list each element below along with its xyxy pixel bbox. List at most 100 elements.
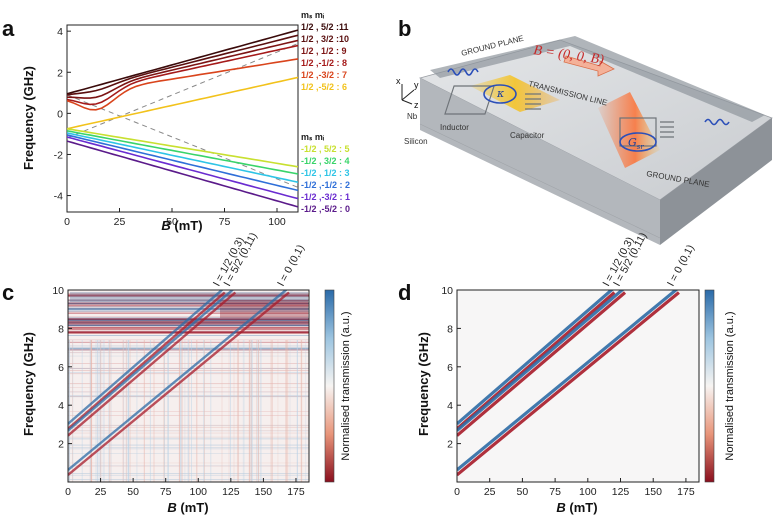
panel-a-legend-entry: -1/2 , 1/2 : 3 bbox=[301, 168, 350, 178]
resonator-2-glow bbox=[598, 92, 660, 168]
panel-ytick-label: 10 bbox=[52, 285, 64, 297]
panel-ytick-label: 6 bbox=[58, 362, 64, 374]
panel-c-noise-streak bbox=[68, 293, 309, 296]
panel-c-noise-stripe bbox=[187, 340, 189, 482]
panel-c-noise-stripe bbox=[238, 340, 240, 482]
panel-transition-red-band bbox=[457, 291, 616, 431]
panel-a-ytick-label: -4 bbox=[54, 191, 63, 203]
panel-c-noise-stripe bbox=[249, 340, 251, 482]
panel-c-noise-stripe bbox=[110, 340, 112, 482]
panel-a-ytick-label: 2 bbox=[57, 67, 63, 79]
panel-c-noise-stripe bbox=[233, 340, 235, 482]
panel-c-noise-stripe bbox=[236, 340, 238, 482]
panel-c-noise-stripe bbox=[181, 340, 183, 482]
panel-c-noise-stripe bbox=[296, 340, 298, 482]
panel-c-noise-stripe bbox=[203, 340, 205, 482]
panel-c-noise-stripe bbox=[163, 340, 165, 482]
panel-a-legend-entry: 1/2 , 5/2 :11 bbox=[301, 22, 349, 32]
panel-a-xtick-label: 100 bbox=[268, 216, 286, 228]
panel-a-xlabel: B (mT) bbox=[161, 218, 202, 233]
panel-c-noise-stripe bbox=[270, 340, 272, 482]
panel-xtick-label: 150 bbox=[644, 486, 662, 498]
resonator-1-capacitor-fingers bbox=[525, 93, 541, 110]
panel-c-noise-stripe bbox=[243, 340, 245, 482]
panel-b-device-schematic: B = (0, 0, B) GROUND PLANE GROUND PLANE … bbox=[396, 34, 773, 245]
panel-c-noise-streak bbox=[68, 349, 309, 351]
panel-c-noise-streak bbox=[68, 465, 309, 467]
chip-front-face bbox=[420, 78, 660, 245]
panel-a-series-line bbox=[67, 128, 298, 168]
panel-c-noise-streak bbox=[68, 352, 309, 354]
panel-xtick-label: 25 bbox=[95, 486, 107, 498]
panel-xtick-label: 50 bbox=[517, 486, 529, 498]
panel-c-noise-streak bbox=[68, 473, 309, 475]
panel-c-noise-streak bbox=[68, 373, 309, 375]
panel-xtick-label: 0 bbox=[454, 486, 460, 498]
panel-c-noise-stripe bbox=[289, 340, 291, 482]
panel-c-ylabel: Frequency (GHz) bbox=[21, 332, 36, 436]
panel-c-noise-stripe bbox=[99, 340, 101, 482]
panel-c-noise-streak bbox=[68, 302, 309, 303]
panel-c-noise-stripe bbox=[250, 340, 252, 482]
panel-xtick-label: 50 bbox=[127, 486, 139, 498]
panel-transition-red-band bbox=[68, 291, 237, 437]
panel-c-noise-streak bbox=[68, 447, 309, 448]
coupling-kappa-arrow bbox=[483, 84, 517, 104]
panel-a-legend-entry: -1/2 ,-5/2 : 0 bbox=[301, 204, 350, 214]
panel-c-noise-streak bbox=[68, 475, 309, 476]
resonator-2-capacitor-fingers bbox=[660, 121, 674, 138]
panel-c-noise-stripe bbox=[179, 340, 180, 482]
panel-a-legend-entry: -1/2 , 5/2 : 5 bbox=[301, 144, 350, 154]
panel-ytick-label: 2 bbox=[58, 439, 64, 451]
panel-c-noise-streak bbox=[68, 304, 309, 305]
panel-c-noise-streak bbox=[68, 424, 309, 426]
chip-side-face bbox=[660, 118, 772, 245]
panel-c-noise-streak bbox=[68, 436, 309, 438]
panel-a-series-line bbox=[67, 44, 298, 106]
axis-y-line bbox=[401, 89, 415, 101]
panel-transition-blue-band bbox=[68, 290, 235, 432]
panel-c-noise-stripe bbox=[153, 340, 155, 482]
panel-letter-b: b bbox=[398, 16, 411, 41]
panel-c-noise-streak bbox=[68, 339, 309, 341]
panel-c-noise-streak bbox=[68, 462, 309, 464]
panel-c-noise-stripe bbox=[109, 340, 110, 482]
panel-c-noise-stripe bbox=[237, 340, 239, 482]
panel-a-series-line bbox=[67, 39, 298, 99]
panel-a-ytick-label: -2 bbox=[54, 149, 63, 161]
panel-c-noise-streak bbox=[68, 437, 309, 439]
axis-z-line bbox=[401, 99, 413, 105]
panel-c-noise-streak bbox=[68, 479, 309, 480]
panel-c-noise-streak bbox=[68, 396, 309, 398]
panel-c-noise-streak bbox=[68, 383, 309, 385]
panel-c-noise-streak bbox=[68, 329, 309, 331]
panel-transition-blue-band bbox=[68, 290, 288, 471]
panel-c-noise-streak bbox=[68, 295, 309, 297]
panel-a-xtick-label: 0 bbox=[64, 216, 70, 228]
panel-a-dashed-line bbox=[67, 43, 298, 139]
axis-x-label: x bbox=[396, 76, 401, 86]
panel-c-noise-stripe bbox=[184, 340, 186, 482]
panel-xtick-label: 25 bbox=[484, 486, 496, 498]
panel-c-noise-streak bbox=[68, 313, 309, 314]
panel-transition-label: I = 0 (0,1) bbox=[665, 243, 697, 289]
panel-d-xlabel: B (mT) bbox=[556, 500, 597, 515]
panel-a-legend-entry: 1/2 , 3/2 :10 bbox=[301, 34, 349, 44]
panel-xtick-label: 75 bbox=[160, 486, 172, 498]
panel-a-chart: 0 25 50 75 100 -4 -2 0 2 4 B (mT) Frequency (GHz)… bbox=[21, 10, 350, 233]
panel-c-noise-stripe bbox=[277, 340, 279, 482]
panel-c-noise-streak bbox=[68, 426, 309, 428]
input-microwave-icon bbox=[447, 68, 479, 76]
nb-label: Nb bbox=[407, 112, 418, 121]
panel-transition-label: I = 0 (0,1) bbox=[275, 243, 307, 289]
panel-transition-red-band bbox=[68, 291, 290, 476]
panel-c-noise-streak bbox=[68, 300, 309, 302]
panel-c-noise-stripe bbox=[68, 340, 70, 482]
panel-c-noise-streak bbox=[68, 335, 309, 336]
panel-c-noise-streak bbox=[68, 448, 309, 450]
panel-transition-blue-band bbox=[457, 290, 614, 426]
panel-c-noise-stripe bbox=[180, 340, 181, 482]
panel-c-noise-stripe bbox=[242, 340, 244, 482]
panel-a-dashed-line bbox=[67, 94, 298, 188]
